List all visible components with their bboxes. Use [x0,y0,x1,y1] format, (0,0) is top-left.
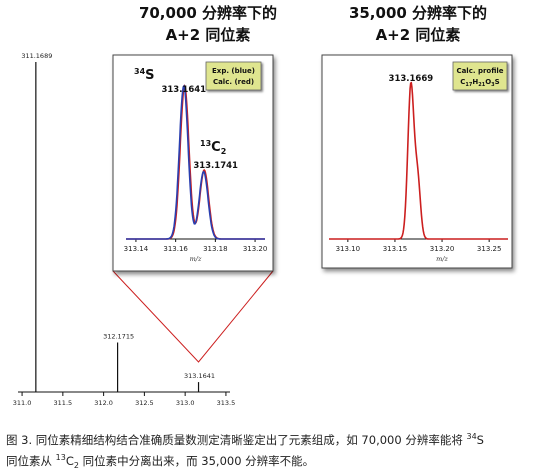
caption-subscript: 2 [73,460,79,470]
panel-35000-legend-box [452,61,508,91]
formula-count: 17 [465,82,472,88]
panel-70000-frame [112,54,274,272]
formula-count: 21 [478,82,485,88]
formula-element: O [485,78,491,86]
annotation-s34-text: S [145,68,154,83]
panel-35000-x-tick-label: 313.15 [383,245,408,253]
panel-70000-x-tick-label: 313.18 [203,245,228,253]
heading-35000: 35,000 分辨率下的 A+2 同位素 [318,2,518,46]
legend-exp-label: Exp. (blue) [212,67,255,75]
formula-element: S [495,78,500,86]
heading-70000-line2: A+2 同位素 [165,26,251,44]
annotation-c13-text: C [211,140,221,155]
annotation-c13-sub: 2 [221,147,227,156]
panel-70000-x-label: m/z [190,255,202,263]
panel-70000-x-tick-label: 313.14 [124,245,149,253]
annotation-s34-mass: 313.1641 [161,85,206,95]
overview-peak-label: 312.1715 [103,333,134,341]
overview-x-tick-label: 311.0 [13,399,32,407]
overview-peak-label: 311.1689 [21,52,52,60]
formula-element: H [472,78,478,86]
panel-35000-x-label: m/z [436,255,448,263]
overview-peak-label: 313.1641 [184,372,215,380]
legend-profile-label: Calc. profile [456,67,503,75]
panel-35000-series-calc [329,81,508,240]
caption-text: C [65,453,74,468]
caption-text: S [476,432,484,447]
caption-text: 图 3. 同位素精细结构结合准确质量数测定清晰鉴定出了元素组成，如 70,000… [6,432,467,447]
panel-35000-x-tick-label: 313.25 [477,245,502,253]
heading-35000-line1: 35,000 分辨率下的 [348,4,488,22]
caption-text: 同位素中分离出来，而 35,000 分辨率不能。 [78,453,315,468]
overview-x-tick-label: 313.0 [176,399,195,407]
formula-count: 3 [491,82,495,88]
heading-35000-line2: A+2 同位素 [375,26,461,44]
caption-superscript: 34 [466,432,477,441]
zoom-connector [112,270,274,363]
caption-line-2: 同位素从 13C2 同位素中分离出来，而 35,000 分辨率不能。 [6,449,556,475]
panel-35000-x-tick-label: 313.10 [336,245,361,253]
formula-element: C [460,78,465,86]
overview-x-tick-label: 311.5 [54,399,73,407]
overview-x-tick-label: 312.0 [94,399,113,407]
overview-x-tick-label: 313.5 [217,399,236,407]
legend-formula: C17​H21​O3​S [460,78,499,88]
panel-35000-x-tick-label: 313.20 [430,245,455,253]
annotation-s34: 34S [134,67,155,83]
heading-70000: 70,000 分辨率下的 A+2 同位素 [108,2,308,46]
heading-70000-line1: 70,000 分辨率下的 [138,4,278,22]
caption-superscript: 13 [55,452,66,462]
panel-70000-x-tick-label: 313.16 [163,245,188,253]
overview-x-tick-label: 312.5 [135,399,154,407]
annotation-s34-sup: 34 [134,67,146,76]
annotation-c13-sup: 13 [200,139,211,148]
caption-text: 同位素从 [6,453,56,468]
legend-calc-label: Calc. (red) [213,78,254,86]
panel-70000-legend-box [205,61,262,91]
annotation-c13: 13C2 [200,139,226,156]
annotation-apex-mass: 313.1669 [389,74,434,84]
panel-70000-x-tick-label: 313.20 [243,245,268,253]
caption-line-1: 图 3. 同位素精细结构结合准确质量数测定清晰鉴定出了元素组成，如 70,000… [6,428,556,449]
figure-caption: 图 3. 同位素精细结构结合准确质量数测定清晰鉴定出了元素组成，如 70,000… [6,428,556,475]
panel-70000-series-exp [126,84,265,240]
annotation-c13-mass: 313.1741 [193,161,238,171]
